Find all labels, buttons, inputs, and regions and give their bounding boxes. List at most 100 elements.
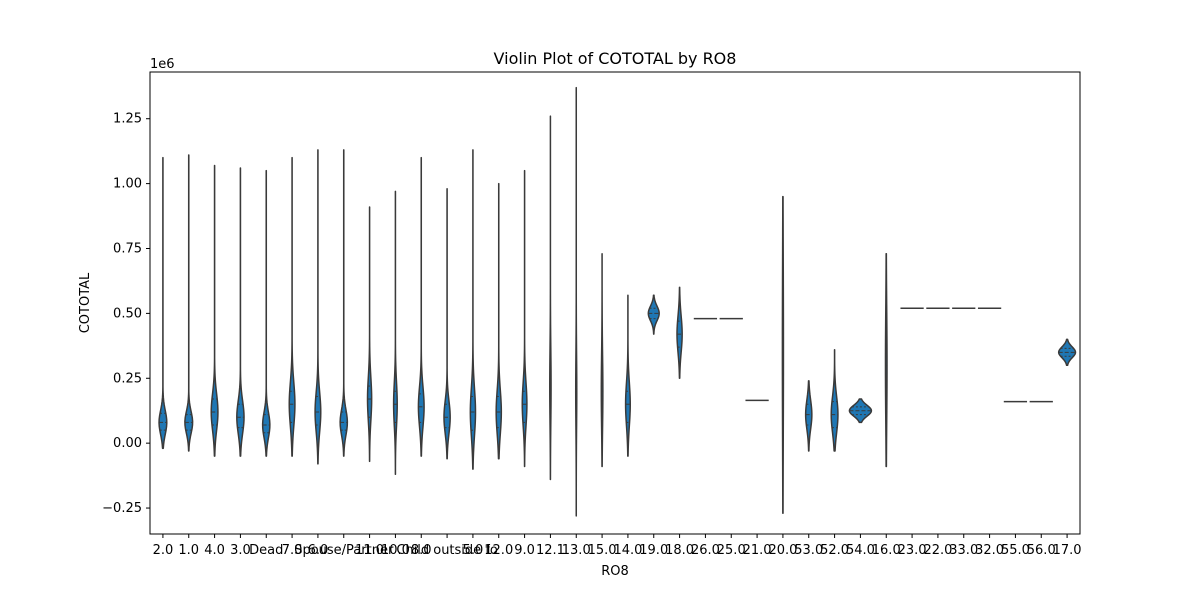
x-tick-label: 13.0 [562, 543, 591, 558]
x-tick-label: 5.0 [463, 543, 484, 558]
x-tick-label: 53.0 [794, 543, 823, 558]
x-tick-label: 20.0 [768, 543, 797, 558]
violin-body [158, 156, 168, 450]
x-tick-label: 55.0 [1001, 543, 1030, 558]
violin-body [469, 149, 477, 470]
x-tick-label: 12.1 [536, 543, 565, 558]
x-tick-label: 22.0 [923, 543, 952, 558]
x-tick-label: Spouse/Partner [294, 543, 394, 558]
violin [600, 252, 604, 468]
violin [314, 149, 322, 465]
y-tick-label: −0.25 [102, 501, 142, 516]
violin-body [236, 167, 245, 457]
violin-body [288, 156, 296, 457]
violin [469, 149, 477, 470]
violin [366, 206, 373, 463]
violin-body [676, 286, 683, 380]
violin [676, 286, 683, 380]
violin-body [314, 149, 322, 465]
violin-body [366, 206, 373, 463]
y-tick-label: 1.00 [113, 177, 142, 192]
violin [261, 169, 271, 457]
violin-body [600, 252, 604, 468]
y-tick-label: 1.25 [113, 112, 142, 127]
violin-body [495, 182, 503, 460]
y-tick-label: 0.25 [113, 371, 142, 386]
violin-body [521, 169, 528, 468]
violin [158, 156, 168, 450]
violin-body [884, 252, 888, 468]
violin [624, 294, 631, 457]
violin-body [417, 156, 425, 457]
violin [495, 182, 503, 460]
x-tick-label: 32.0 [975, 543, 1004, 558]
y-axis-ticks: −0.25 0.00 0.25 0.50 0.75 1.00 1.25 [102, 112, 150, 516]
x-tick-label: 18.0 [665, 543, 694, 558]
violin [1057, 338, 1077, 367]
violin [781, 195, 785, 514]
chart-title: Violin Plot of COTOTAL by RO8 [494, 49, 737, 68]
x-tick-label: Child outside fo [396, 543, 498, 558]
x-tick-label: 25.0 [717, 543, 746, 558]
violin-body [261, 169, 271, 457]
y-axis-label: COTOTAL [78, 272, 93, 333]
y-tick-label: 0.75 [113, 241, 142, 256]
violin-body [830, 348, 839, 452]
x-tick-label: 14.0 [613, 543, 642, 558]
x-tick-label: 12.0 [484, 543, 513, 558]
x-tick-label: 1.0 [178, 543, 199, 558]
x-tick-label: 10.0 [381, 543, 410, 558]
x-tick-label: 19.0 [639, 543, 668, 558]
y-tick-label: 0.00 [113, 436, 142, 451]
violin-body [210, 164, 219, 457]
violin [339, 149, 349, 457]
violin [288, 156, 296, 457]
y-offset-label: 1e6 [150, 57, 175, 72]
violin [574, 86, 578, 517]
x-tick-label: 11.0 [355, 543, 384, 558]
x-tick-label: 26.0 [691, 543, 720, 558]
violin [549, 115, 552, 481]
violin-body [339, 149, 349, 457]
x-tick-label: 4.0 [204, 543, 225, 558]
violin-body [574, 86, 578, 517]
x-tick-label: 52.0 [820, 543, 849, 558]
violin-body [647, 294, 660, 335]
plot-frame [149, 71, 1081, 535]
x-tick-label: 2.0 [153, 543, 174, 558]
x-tick-label: 3.0 [230, 543, 251, 558]
x-tick-label: 33.0 [949, 543, 978, 558]
x-tick-label: 21.0 [743, 543, 772, 558]
violin-body [624, 294, 631, 457]
x-tick-label: 56.0 [1027, 543, 1056, 558]
violin [647, 294, 660, 335]
violin-body [392, 190, 398, 476]
violin [184, 154, 194, 452]
violin-body [804, 380, 813, 452]
violin [443, 188, 451, 460]
violin [521, 169, 528, 468]
x-axis-label: RO8 [601, 564, 629, 579]
x-tick-label: Dead [249, 543, 283, 558]
x-tick-label: 6.0 [308, 543, 329, 558]
violin [417, 156, 425, 457]
violin-body [443, 188, 451, 460]
x-tick-label: 17.0 [1053, 543, 1082, 558]
x-tick-label: 15.0 [588, 543, 617, 558]
violin [884, 252, 888, 468]
x-tick-label: 9.0 [514, 543, 535, 558]
violin [804, 380, 813, 452]
violin [848, 398, 873, 424]
y-tick-label: 0.50 [113, 306, 142, 321]
x-tick-label: 54.0 [846, 543, 875, 558]
x-tick-label: 8.0 [411, 543, 432, 558]
x-tick-label: 7.0 [282, 543, 303, 558]
x-tick-label: 16.0 [872, 543, 901, 558]
x-tick-label: 23.0 [898, 543, 927, 558]
violin-body [781, 195, 785, 514]
violin [830, 348, 839, 452]
violin [236, 167, 245, 457]
